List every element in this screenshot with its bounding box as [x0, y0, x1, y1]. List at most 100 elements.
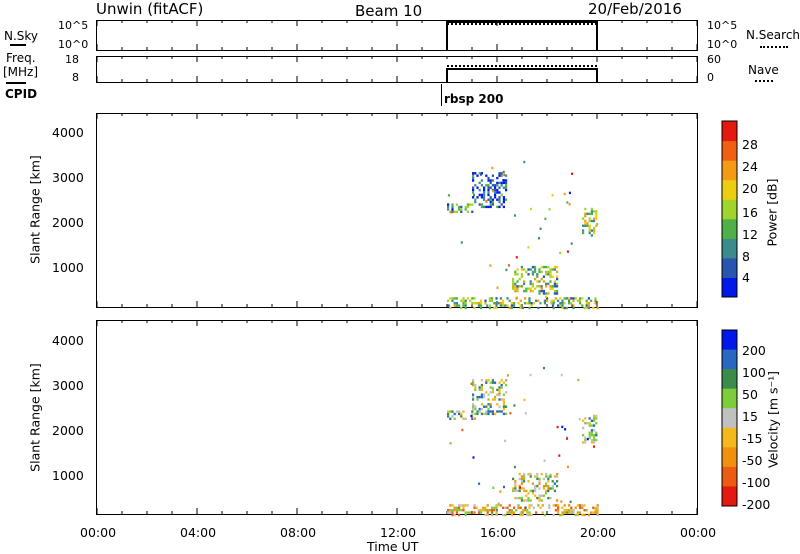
power-cell: [595, 224, 598, 227]
time-tick-2: 08:00: [280, 525, 317, 540]
freq-legend-line: [6, 82, 26, 84]
velocity-cell: [493, 509, 496, 512]
nsky-line: [446, 21, 598, 50]
power-colorbar-swatch: [722, 179, 737, 200]
velocity-point: [560, 500, 563, 503]
power-cell: [497, 302, 500, 305]
power-cell: [502, 196, 505, 199]
velocity-cell: [540, 472, 543, 476]
velocity-cell: [554, 509, 557, 512]
velocity-point: [523, 398, 526, 402]
power-cell: [500, 172, 503, 175]
velocity-cell: [485, 405, 488, 408]
power-cell: [545, 265, 548, 269]
power-point: [450, 211, 453, 214]
velocity-cell: [484, 509, 487, 512]
velocity-panel-frame: [96, 320, 698, 515]
power-ytick-1000: 1000: [52, 260, 84, 275]
power-ylabel: Slant Range [km]: [27, 155, 43, 264]
velocity-cell: [593, 419, 596, 422]
nsky-label: N.Sky: [4, 29, 39, 43]
velocity-cell: [516, 496, 519, 500]
power-cell: [498, 196, 501, 199]
velocity-cell: [458, 513, 461, 517]
velocity-cell: [510, 509, 513, 512]
velocity-cell: [489, 405, 492, 408]
velocity-cell: [547, 475, 550, 478]
power-cell: [572, 297, 575, 300]
colorbars: [721, 120, 738, 507]
velocity-point: [492, 486, 495, 489]
power-cell: [458, 304, 461, 307]
velocity-cell: [523, 499, 526, 502]
velocity-cell: [527, 492, 530, 495]
velocity-cell: [494, 395, 497, 399]
power-cell: [520, 275, 523, 278]
power-cell: [447, 203, 450, 206]
power-cell: [472, 191, 475, 194]
power-cell: [538, 285, 541, 288]
velocity-cell: [579, 504, 582, 507]
power-cell: [552, 299, 555, 302]
power-cell: [514, 287, 517, 290]
velocity-cell: [583, 509, 586, 512]
cpid-marker: [441, 84, 442, 106]
power-cell: [502, 200, 505, 204]
power-cell: [584, 219, 587, 223]
power-cell: [549, 273, 552, 276]
velocity-cell: [474, 386, 477, 389]
velocity-cell: [541, 511, 544, 514]
power-cell: [498, 205, 501, 209]
velocity-cell: [485, 391, 488, 394]
velocity-cell: [595, 422, 598, 425]
velocity-cell: [451, 511, 454, 514]
power-cell: [568, 302, 571, 305]
power-cell: [547, 292, 550, 295]
velocity-cell: [449, 509, 452, 512]
power-cell: [529, 282, 532, 286]
power-point: [473, 193, 475, 197]
velocity-cell: [525, 489, 528, 493]
power-cell: [487, 188, 490, 192]
power-cell: [581, 297, 584, 300]
velocity-cell: [520, 475, 523, 478]
velocity-cell: [552, 513, 555, 517]
freq-tick-bottom: 8: [72, 71, 79, 84]
power-cells: [447, 160, 599, 310]
velocity-cell: [553, 482, 556, 485]
power-cell: [491, 179, 494, 182]
power-cell: [551, 268, 554, 271]
velocity-point: [569, 500, 572, 503]
velocity-cell: [527, 472, 530, 476]
power-cell: [516, 268, 519, 271]
power-cell: [491, 174, 494, 177]
power-cell: [502, 205, 505, 209]
velocity-cell: [547, 487, 550, 490]
velocity-cell: [447, 415, 450, 418]
velocity-cell: [593, 414, 596, 418]
velocity-cell: [523, 472, 526, 476]
power-cell: [504, 304, 507, 307]
velocity-cell: [508, 509, 511, 512]
velocity-cell: [559, 513, 562, 517]
velocity-cell: [487, 379, 490, 382]
velocity-cell: [538, 480, 541, 483]
velocity-cell: [451, 410, 454, 413]
velocity-cell: [528, 511, 531, 514]
velocity-cell: [514, 484, 517, 488]
velocity-cell: [466, 504, 469, 507]
power-cell: [549, 275, 552, 278]
velocity-cell: [508, 504, 511, 507]
time-axis-label: Time UT: [367, 539, 419, 554]
velocity-cell: [561, 506, 564, 509]
velocity-cell: [496, 388, 499, 392]
velocity-point: [474, 417, 477, 420]
power-cell: [491, 200, 494, 204]
power-cell: [579, 299, 582, 302]
velocity-cell: [536, 477, 539, 481]
velocity-cell: [588, 417, 591, 420]
power-cell: [521, 306, 524, 310]
power-cell: [478, 181, 481, 185]
power-cell: [449, 306, 452, 310]
